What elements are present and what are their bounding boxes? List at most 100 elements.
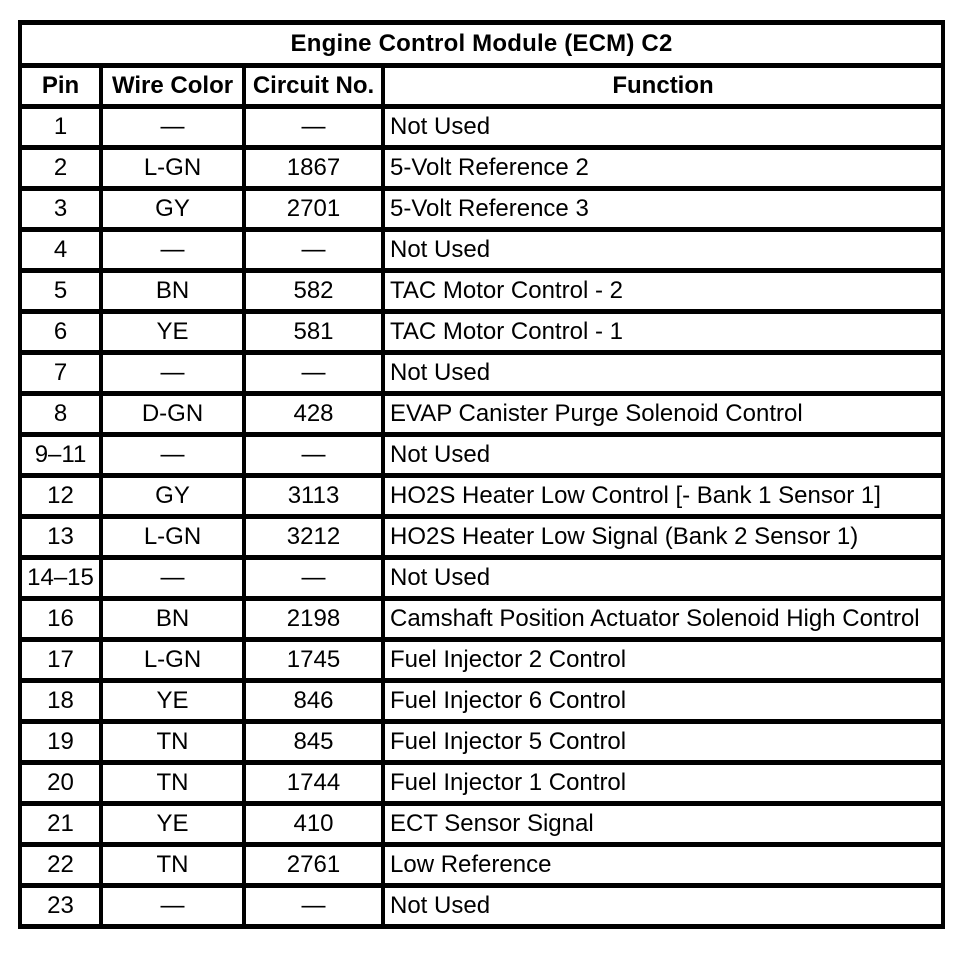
wire-color-cell: BN bbox=[99, 268, 246, 314]
circuit-no-cell: — bbox=[242, 555, 385, 601]
pin-cell: 7 bbox=[18, 350, 103, 396]
pin-cell: 17 bbox=[18, 637, 103, 683]
wire-color-cell: — bbox=[99, 432, 246, 478]
wire-color-cell: TN bbox=[99, 719, 246, 765]
function-cell: TAC Motor Control - 1 bbox=[380, 309, 946, 355]
pin-cell: 22 bbox=[18, 842, 103, 888]
wire-color-cell: TN bbox=[99, 760, 246, 806]
circuit-no-cell: 410 bbox=[242, 801, 385, 847]
column-header-pin: Pin bbox=[18, 63, 103, 109]
wire-color-cell: GY bbox=[99, 186, 246, 232]
circuit-no-cell: 1745 bbox=[242, 637, 385, 683]
pin-cell: 8 bbox=[18, 391, 103, 437]
function-cell: Not Used bbox=[380, 104, 946, 150]
wire-color-cell: YE bbox=[99, 801, 246, 847]
table-row: 16 BN 2198 Camshaft Position Actuator Solen… bbox=[18, 596, 946, 642]
circuit-no-cell: 581 bbox=[242, 309, 385, 355]
function-cell: Not Used bbox=[380, 350, 946, 396]
wire-color-cell: L-GN bbox=[99, 145, 246, 191]
pin-cell: 18 bbox=[18, 678, 103, 724]
pin-cell: 21 bbox=[18, 801, 103, 847]
pin-cell: 23 bbox=[18, 883, 103, 929]
function-cell: Not Used bbox=[380, 432, 946, 478]
table-title-row: Engine Control Module (ECM) C2 bbox=[17, 20, 946, 68]
circuit-no-cell: — bbox=[242, 350, 385, 396]
wire-color-cell: D-GN bbox=[99, 391, 246, 437]
wire-color-cell: TN bbox=[99, 842, 246, 888]
pin-cell: 1 bbox=[18, 104, 103, 150]
column-header-function: Function bbox=[380, 63, 946, 109]
pin-cell: 9–11 bbox=[18, 432, 103, 478]
circuit-no-cell: 1867 bbox=[242, 145, 385, 191]
pin-cell: 20 bbox=[18, 760, 103, 806]
function-cell: Low Reference bbox=[380, 842, 946, 888]
function-cell: 5-Volt Reference 3 bbox=[380, 186, 946, 232]
table-row: 17 L-GN 1745 Fuel Injector 2 Control bbox=[18, 637, 946, 683]
function-cell: HO2S Heater Low Control [- Bank 1 Sensor… bbox=[380, 473, 946, 519]
table-row: 9–11— — Not Used bbox=[18, 432, 946, 478]
circuit-no-cell: — bbox=[242, 227, 385, 273]
table-row: 14–15— — Not Used bbox=[18, 555, 946, 601]
pin-cell: 19 bbox=[18, 719, 103, 765]
wire-color-cell: BN bbox=[99, 596, 246, 642]
wire-color-cell: — bbox=[99, 883, 246, 929]
function-cell: Fuel Injector 6 Control bbox=[380, 678, 946, 724]
function-cell: Not Used bbox=[380, 227, 946, 273]
ecm-c2-pinout-table: Engine Control Module (ECM) C2 Pin Wire … bbox=[17, 20, 946, 929]
table-row: 18 YE 846 Fuel Injector 6 Control bbox=[18, 678, 946, 724]
function-cell: ECT Sensor Signal bbox=[380, 801, 946, 847]
function-cell: TAC Motor Control - 2 bbox=[380, 268, 946, 314]
table-row: 21 YE 410 ECT Sensor Signal bbox=[18, 801, 946, 847]
table-row: 1— — Not Used bbox=[18, 104, 946, 150]
pin-cell: 6 bbox=[18, 309, 103, 355]
wire-color-cell: L-GN bbox=[99, 637, 246, 683]
pin-cell: 4 bbox=[18, 227, 103, 273]
circuit-no-cell: 2701 bbox=[242, 186, 385, 232]
circuit-no-cell: 2761 bbox=[242, 842, 385, 888]
table-row: 8 D-GN 428 EVAP Canister Purge Solenoid Con… bbox=[18, 391, 946, 437]
circuit-no-cell: 3113 bbox=[242, 473, 385, 519]
wire-color-cell: — bbox=[99, 555, 246, 601]
circuit-no-cell: 582 bbox=[242, 268, 385, 314]
pin-cell: 3 bbox=[18, 186, 103, 232]
wire-color-cell: YE bbox=[99, 678, 246, 724]
table-row: 13 L-GN 3212 HO2S Heater Low Signal (Bank 2… bbox=[18, 514, 946, 560]
circuit-no-cell: 845 bbox=[242, 719, 385, 765]
wire-color-cell: L-GN bbox=[99, 514, 246, 560]
pin-cell: 16 bbox=[18, 596, 103, 642]
wire-color-cell: — bbox=[99, 227, 246, 273]
function-cell: Fuel Injector 5 Control bbox=[380, 719, 946, 765]
column-header-circuit-no: Circuit No. bbox=[242, 63, 385, 109]
table-row: 6 YE 581 TAC Motor Control - 1 bbox=[18, 309, 946, 355]
table-row: 19 TN 845 Fuel Injector 5 Control bbox=[18, 719, 946, 765]
table-row: 22 TN 2761 Low Reference bbox=[18, 842, 946, 888]
function-cell: Camshaft Position Actuator Solenoid High… bbox=[380, 596, 946, 642]
function-cell: Not Used bbox=[380, 555, 946, 601]
function-cell: Not Used bbox=[380, 883, 946, 929]
circuit-no-cell: — bbox=[242, 104, 385, 150]
wire-color-cell: GY bbox=[99, 473, 246, 519]
function-cell: Fuel Injector 1 Control bbox=[380, 760, 946, 806]
column-header-wire-color: Wire Color bbox=[99, 63, 246, 109]
function-cell: 5-Volt Reference 2 bbox=[380, 145, 946, 191]
table-row: 3 GY 2701 5-Volt Reference 3 bbox=[18, 186, 946, 232]
wire-color-cell: — bbox=[99, 104, 246, 150]
function-cell: Fuel Injector 2 Control bbox=[380, 637, 946, 683]
circuit-no-cell: 846 bbox=[242, 678, 385, 724]
table-row: 7— — Not Used bbox=[18, 350, 946, 396]
pin-cell: 5 bbox=[18, 268, 103, 314]
table-row: 5 BN 582 TAC Motor Control - 2 bbox=[18, 268, 946, 314]
column-header-row: Pin Wire Color Circuit No. Function bbox=[18, 63, 946, 109]
circuit-no-cell: — bbox=[242, 883, 385, 929]
circuit-no-cell: — bbox=[242, 432, 385, 478]
table-row: 4— — Not Used bbox=[18, 227, 946, 273]
wire-color-cell: YE bbox=[99, 309, 246, 355]
table-title: Engine Control Module (ECM) C2 bbox=[17, 20, 946, 68]
table-row: 2 L-GN 1867 5-Volt Reference 2 bbox=[18, 145, 946, 191]
table-row: 20 TN 1744 Fuel Injector 1 Control bbox=[18, 760, 946, 806]
circuit-no-cell: 428 bbox=[242, 391, 385, 437]
circuit-no-cell: 2198 bbox=[242, 596, 385, 642]
function-cell: HO2S Heater Low Signal (Bank 2 Sensor 1) bbox=[380, 514, 946, 560]
table-row: 23— — Not Used bbox=[18, 883, 946, 929]
